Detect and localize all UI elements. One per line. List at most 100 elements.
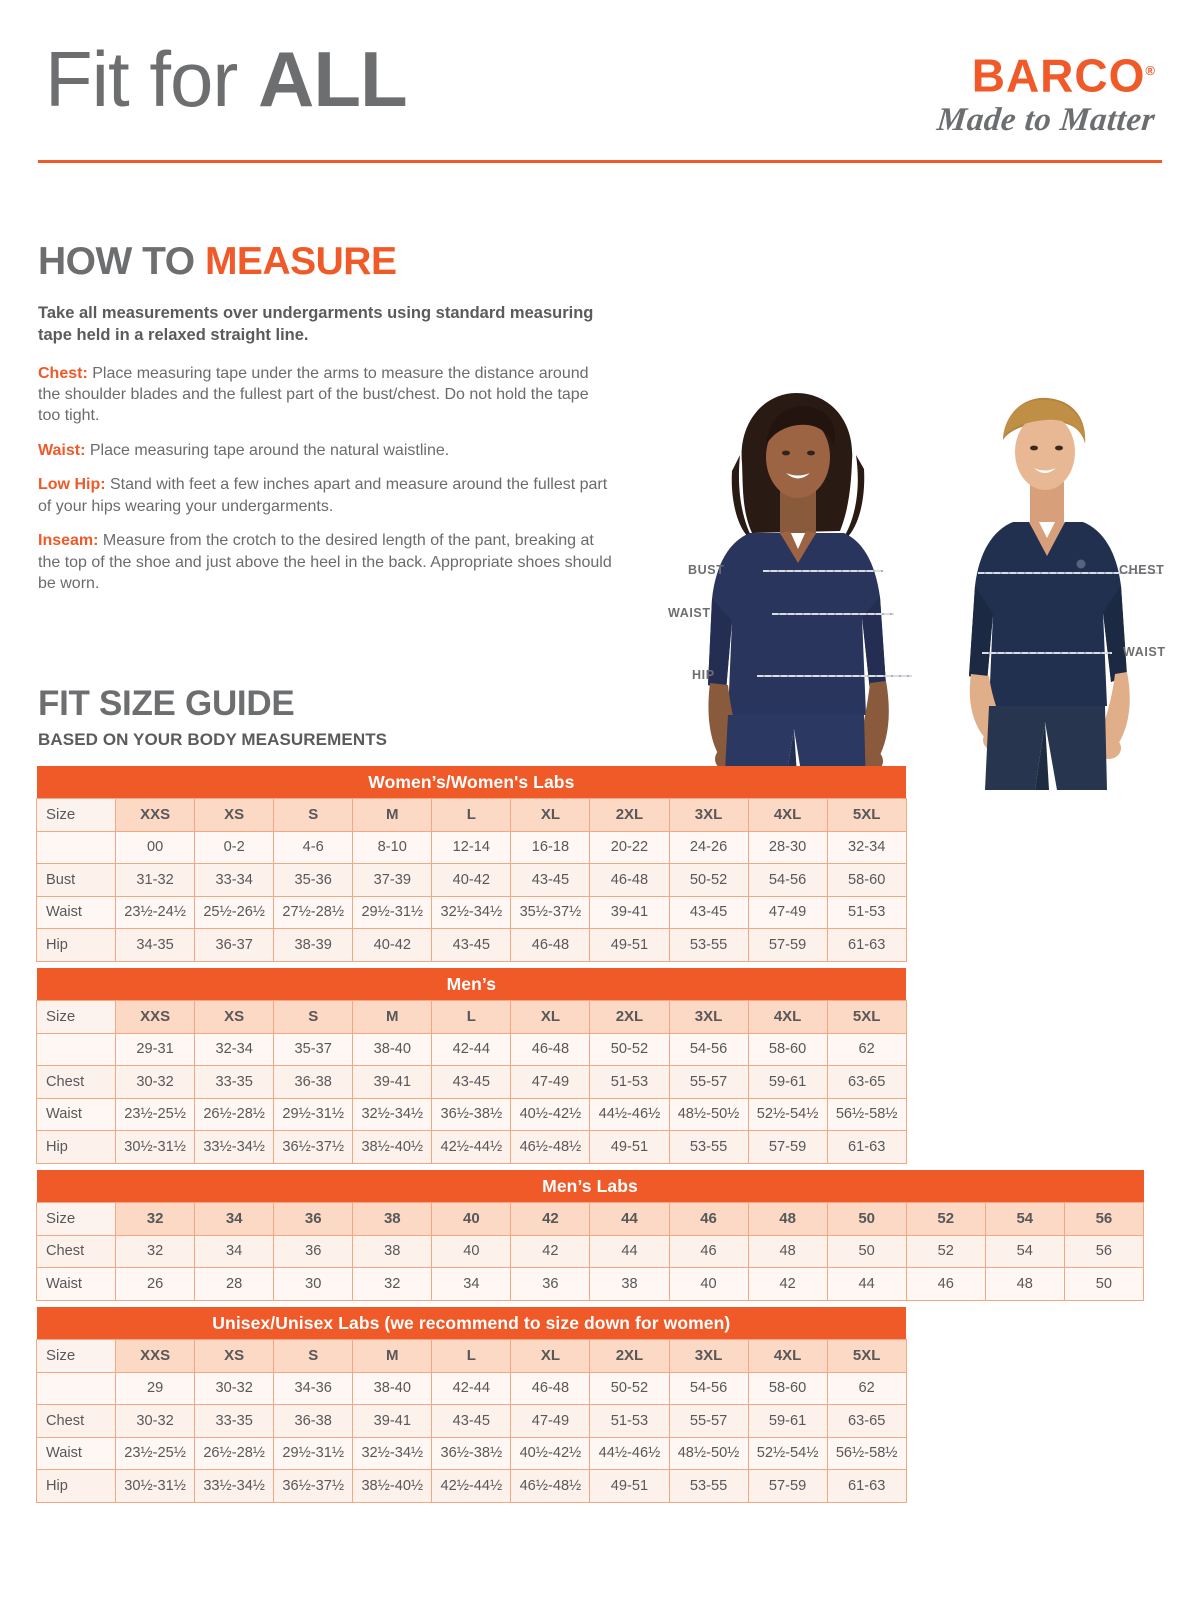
measurement-cell: 28 xyxy=(194,1267,275,1301)
measurement-cell: 55-57 xyxy=(668,1404,749,1438)
table-row: Chest 30-32 33-35 36-38 39-41 43-45 47-49 51-53… xyxy=(35,1065,1144,1099)
measurement-cell: 47-49 xyxy=(510,1065,591,1099)
size-header-cell: 2XL xyxy=(589,1000,670,1034)
row-label-size: Size xyxy=(35,1000,117,1034)
measurement-cell: 61-63 xyxy=(826,928,907,962)
measurement-cell: 31-32 xyxy=(115,863,196,897)
row-label-hip: Hip xyxy=(35,1469,117,1503)
measurement-cell: 29½-31½ xyxy=(273,1097,354,1131)
size-header-cell: 52 xyxy=(905,1202,986,1236)
table-band-unisex-unisex-labs-we-recommend-to: Unisex/Unisex Labs (we recommend to size… xyxy=(36,1307,1144,1340)
measurement-cell: 36-38 xyxy=(273,1404,354,1438)
male-model-photo xyxy=(935,390,1150,790)
row-label-hip: Hip xyxy=(35,1130,117,1164)
measurement-cell: 63-65 xyxy=(826,1404,907,1438)
measurement-cell: 40-42 xyxy=(431,863,512,897)
measurement-cell: 48 xyxy=(984,1267,1065,1301)
numeric-size-cell: 54-56 xyxy=(668,1371,749,1405)
size-header-cell: 40 xyxy=(431,1202,512,1236)
measurement-cell: 40½-42½ xyxy=(510,1436,591,1470)
measure-intro: Take all measurements over undergarments… xyxy=(38,304,594,345)
measurement-cell: 57-59 xyxy=(747,1469,828,1503)
measurement-cell: 49-51 xyxy=(589,1469,670,1503)
fit-size-guide-subheading: BASED ON YOUR BODY MEASUREMENTS xyxy=(38,730,388,749)
measurement-cell: 38½-40½ xyxy=(352,1469,433,1503)
page-header: Fit for ALL BARCO® Made to Matter xyxy=(0,0,1200,170)
numeric-size-cell: 54-56 xyxy=(668,1032,749,1066)
measurement-cell: 34 xyxy=(431,1267,512,1301)
table-band-label: Men’s Labs xyxy=(36,1170,1144,1203)
table-row: Hip 30½-31½ 33½-34½ 36½-37½ 38½-40½ 42½-44½ 46… xyxy=(35,1130,1144,1164)
measurement-cell: 46½-48½ xyxy=(510,1130,591,1164)
measurement-cell: 53-55 xyxy=(668,1469,749,1503)
measurement-cell: 38-39 xyxy=(273,928,354,962)
size-header-cell: 4XL xyxy=(747,1339,828,1373)
measurement-cell: 36½-38½ xyxy=(431,1097,512,1131)
heading-accent: MEASURE xyxy=(204,240,397,283)
measurement-cell: 55-57 xyxy=(668,1065,749,1099)
measure-item-low-hip-text: Stand with feet a few inches apart and m… xyxy=(38,476,608,515)
table-row: Chest 30-32 33-35 36-38 39-41 43-45 47-49 51-53… xyxy=(35,1404,1144,1438)
size-header-cell: XS xyxy=(194,1339,275,1373)
measurement-cell: 39-41 xyxy=(352,1065,433,1099)
numeric-size-cell: 30-32 xyxy=(194,1371,275,1405)
row-label-size: Size xyxy=(35,1339,117,1373)
size-header-cell: XL xyxy=(510,1339,591,1373)
measurement-cell: 42 xyxy=(747,1267,828,1301)
measurement-cell: 40 xyxy=(431,1234,512,1268)
size-header-cell: 44 xyxy=(589,1202,670,1236)
measurement-cell: 53-55 xyxy=(668,928,749,962)
numeric-size-cell: 29-31 xyxy=(115,1032,196,1066)
measurement-cell: 34 xyxy=(194,1234,275,1268)
measurement-cell: 26 xyxy=(115,1267,196,1301)
measurement-cell: 25½-26½ xyxy=(194,895,275,929)
measurement-cell: 36-37 xyxy=(194,928,275,962)
male-chest-label: CHEST xyxy=(1119,563,1165,577)
row-label-waist: Waist xyxy=(35,1097,117,1131)
numeric-size-cell: 42-44 xyxy=(431,1371,512,1405)
measurement-cell: 39-41 xyxy=(352,1404,433,1438)
size-chart-table: Women’s/Women's Labs Size XXS XS S M L XL 2XL 3XL… xyxy=(35,766,1145,1503)
measurement-cell: 47-49 xyxy=(747,895,828,929)
female-hip-label: HIP xyxy=(692,668,715,682)
table-band-women-s-women-s-labs: Women’s/Women's Labs xyxy=(36,766,1144,799)
measurement-cell: 43-45 xyxy=(510,863,591,897)
measure-item-low-hip: Low Hip: Stand with feet a few inches ap… xyxy=(38,474,613,517)
measurement-cell: 56½-58½ xyxy=(826,1436,907,1470)
measurement-cell: 30½-31½ xyxy=(115,1469,196,1503)
measure-item-low-hip-label: Low Hip: xyxy=(38,476,106,494)
size-header-cell: XS xyxy=(194,1000,275,1034)
numeric-size-cell: 28-30 xyxy=(747,830,828,864)
measurement-cell: 51-53 xyxy=(589,1065,670,1099)
measurement-cell: 38 xyxy=(589,1267,670,1301)
measurement-cell: 30-32 xyxy=(115,1404,196,1438)
measurement-cell: 49-51 xyxy=(589,1130,670,1164)
measurement-cell: 42½-44½ xyxy=(431,1130,512,1164)
measurement-cell: 26½-28½ xyxy=(194,1097,275,1131)
measurement-cell: 33-35 xyxy=(194,1065,275,1099)
measurement-cell: 23½-25½ xyxy=(115,1097,196,1131)
size-tables: Women’s/Women's Labs Size XXS XS S M L XL 2XL 3XL… xyxy=(35,766,1145,1503)
table-row: Waist 26 28 30 32 34 36 38 40 42 44 46 48 50 xyxy=(35,1267,1145,1301)
measurement-cell: 48 xyxy=(747,1234,828,1268)
size-header-cell: XL xyxy=(510,798,591,832)
measurement-cell: 30-32 xyxy=(115,1065,196,1099)
table-numeric-size-row: 00 0-2 4-6 8-10 12-14 16-18 20-22 24-26 28-30 32-… xyxy=(35,830,1144,864)
numeric-size-cell: 50-52 xyxy=(589,1032,670,1066)
brand-name: BARCO xyxy=(971,49,1146,102)
numeric-size-cell: 20-22 xyxy=(589,830,670,864)
table-row: Waist 23½-25½ 26½-28½ 29½-31½ 32½-34½ 36½-38½… xyxy=(35,1097,1144,1131)
measurement-cell: 33-34 xyxy=(194,863,275,897)
measurement-cell: 23½-25½ xyxy=(115,1436,196,1470)
table-row: Bust 31-32 33-34 35-36 37-39 40-42 43-45 46-48 5… xyxy=(35,863,1144,897)
barco-logo: BARCO® Made to Matter xyxy=(895,48,1157,140)
size-header-cell: 3XL xyxy=(668,798,749,832)
measurement-cell: 50 xyxy=(826,1234,907,1268)
size-header-cell: 42 xyxy=(510,1202,591,1236)
size-header-cell: M xyxy=(352,1339,433,1373)
measurement-cell: 46½-48½ xyxy=(510,1469,591,1503)
numeric-size-cell: 12-14 xyxy=(431,830,512,864)
numeric-size-cell: 46-48 xyxy=(510,1371,591,1405)
size-header-cell: XL xyxy=(510,1000,591,1034)
measurement-cell: 63-65 xyxy=(826,1065,907,1099)
